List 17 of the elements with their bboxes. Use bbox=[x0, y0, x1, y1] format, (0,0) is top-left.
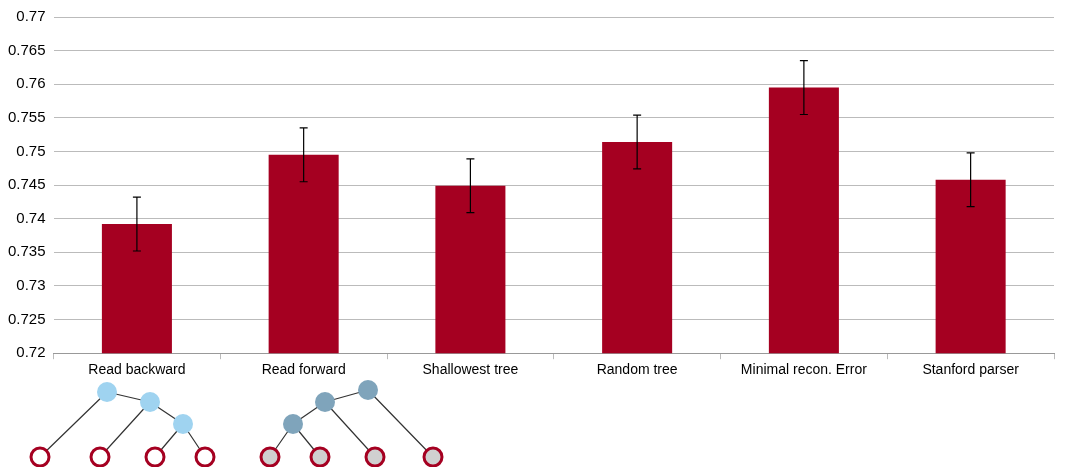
y-tick-label: 0.75 bbox=[16, 141, 46, 159]
y-tick-label: 0.76 bbox=[16, 74, 46, 92]
y-tick-label: 0.735 bbox=[7, 242, 46, 260]
x-tick-label: Minimal recon. Error bbox=[740, 361, 868, 378]
x-tick-label: Random tree bbox=[596, 361, 678, 378]
y-tick-label: 0.755 bbox=[7, 108, 46, 125]
y-tick-label: 0.73 bbox=[16, 276, 46, 294]
y-tick-label: 0.77 bbox=[16, 7, 46, 25]
y-tick-label: 0.745 bbox=[7, 175, 46, 193]
y-tick-label: 0.74 bbox=[16, 208, 46, 226]
y-tick-label: 0.765 bbox=[7, 40, 46, 58]
x-tick-label: Read forward bbox=[261, 361, 346, 378]
x-tick-label: Read backward bbox=[88, 361, 186, 378]
y-tick-label: 0.725 bbox=[7, 309, 46, 327]
y-tick-label: 0.72 bbox=[16, 343, 46, 361]
x-tick-label: Shallowest tree bbox=[422, 361, 519, 378]
x-tick-label: Stanford parser bbox=[922, 361, 1020, 378]
